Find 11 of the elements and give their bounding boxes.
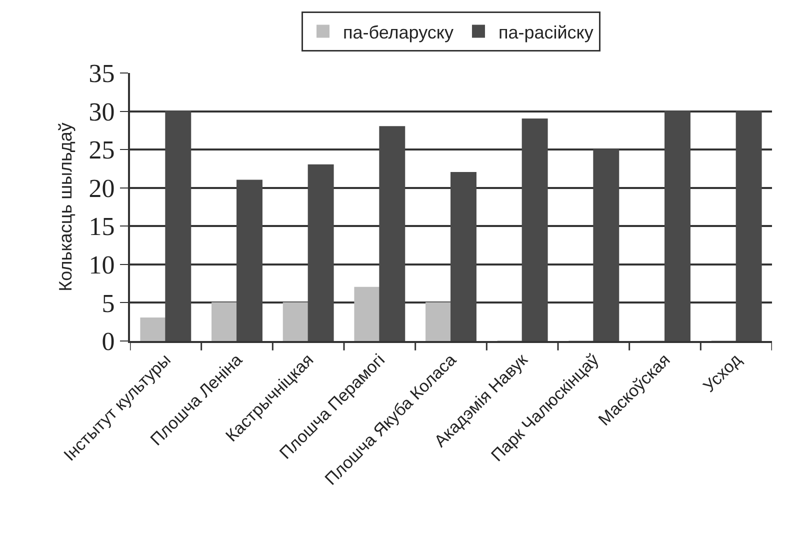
y-tick-label: 35 [88, 59, 115, 88]
y-tick-label: 0 [102, 327, 115, 356]
y-tick-label: 5 [102, 288, 115, 318]
y-axis-title: Колькасць шыльдаў [56, 122, 76, 292]
y-tick-label: 25 [88, 136, 115, 165]
y-tick-label: 15 [88, 212, 115, 242]
y-tick-label: 30 [88, 97, 115, 126]
y-tick-label: 10 [88, 250, 115, 280]
y-tick-label: 20 [88, 174, 115, 203]
legend-label: па-расійску [498, 22, 594, 42]
legend-label: па-беларуску [343, 22, 454, 42]
